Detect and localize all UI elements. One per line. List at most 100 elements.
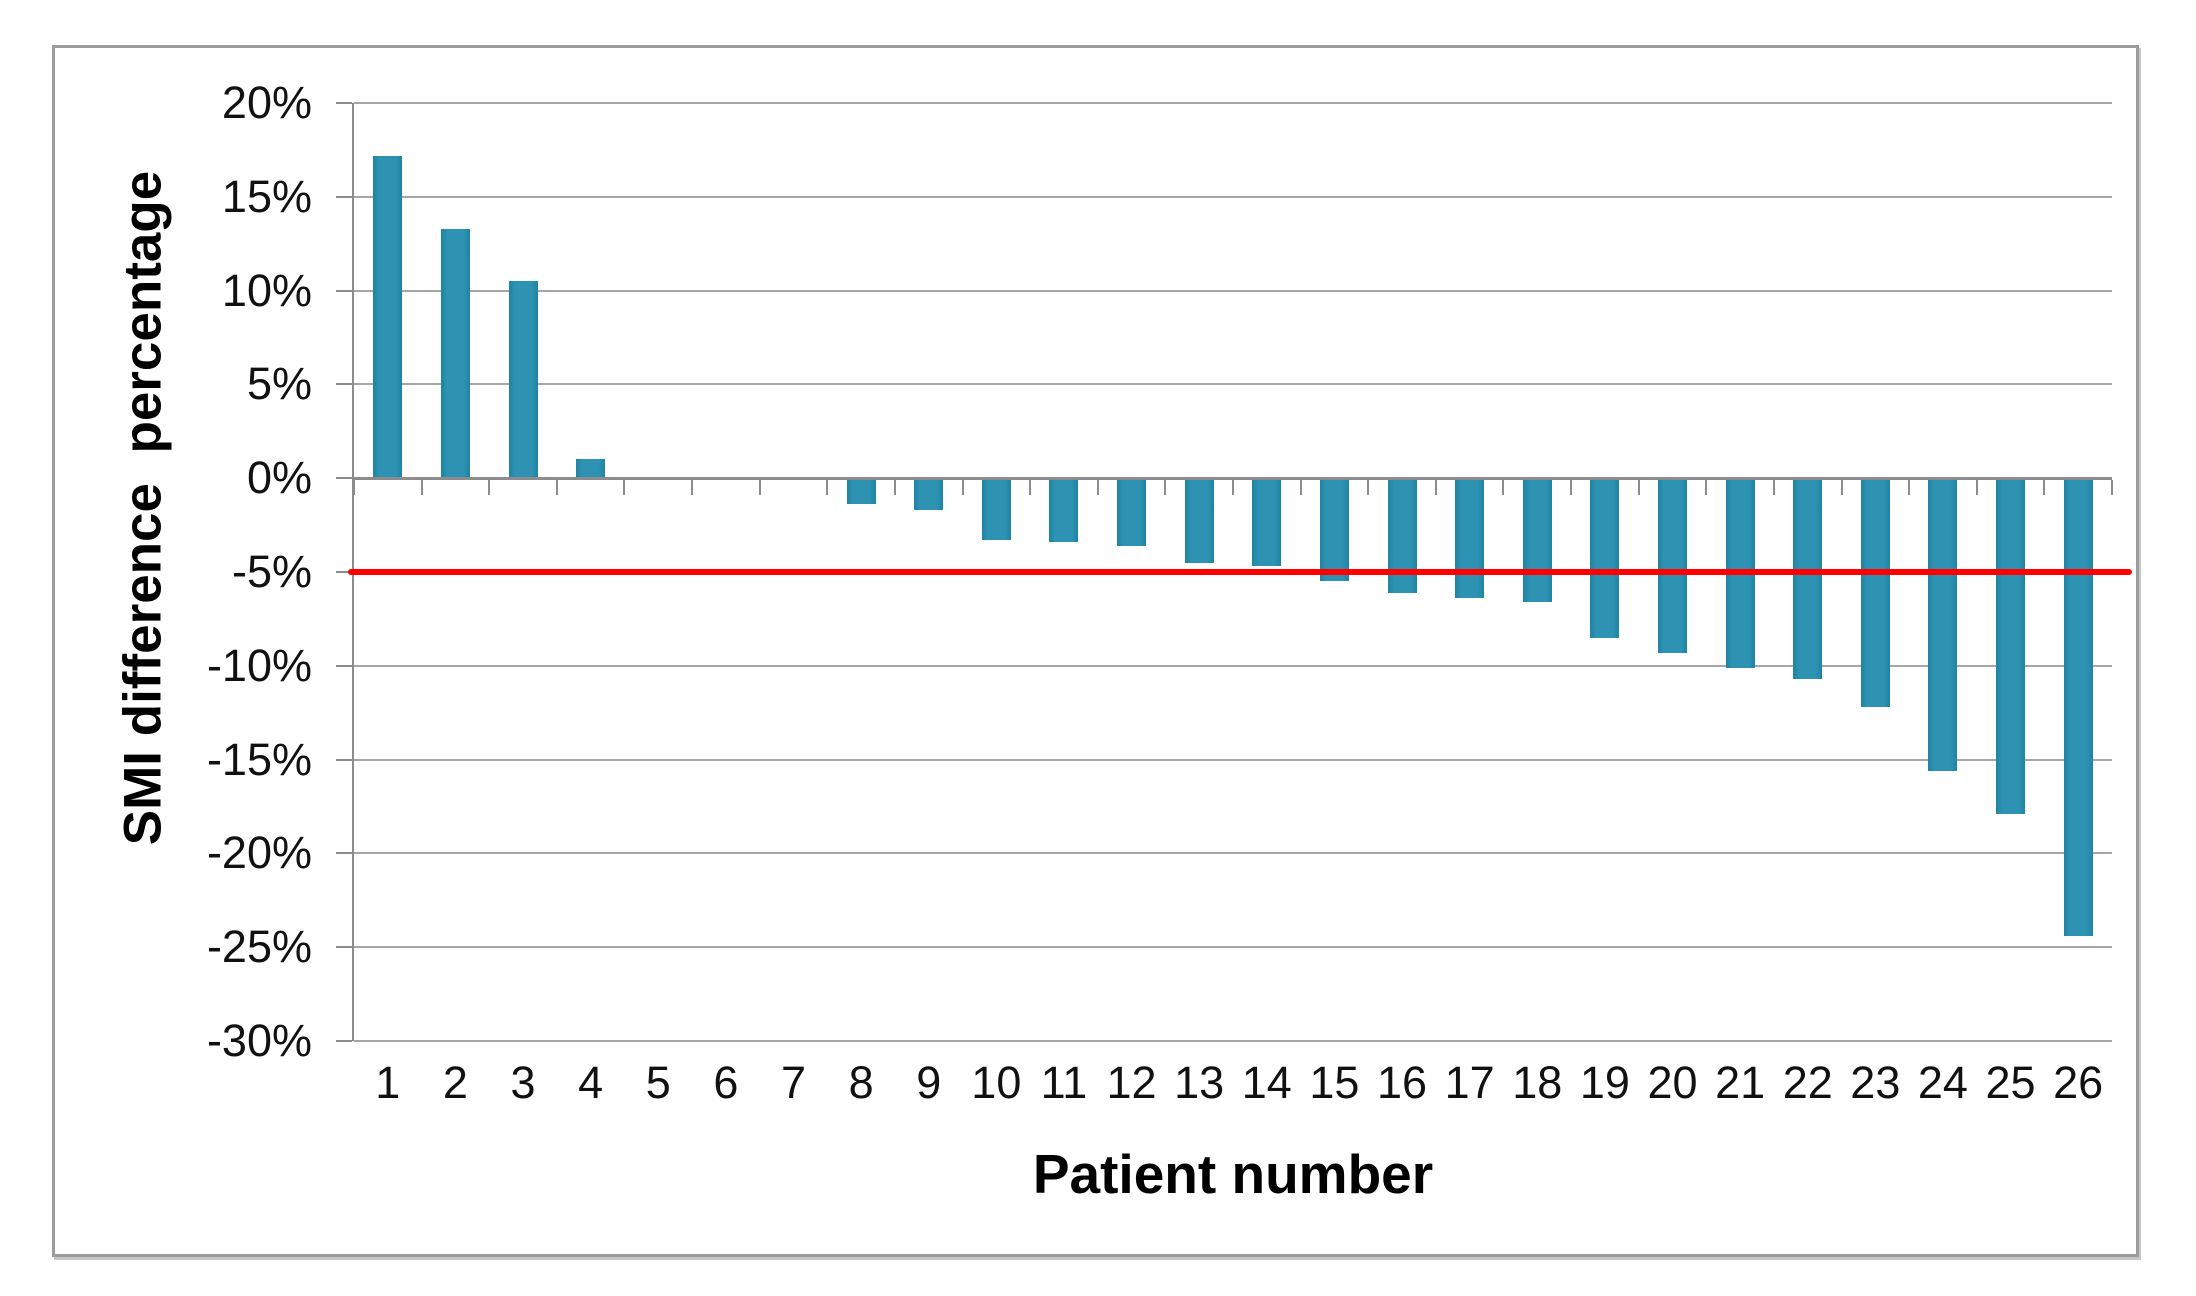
x-tick-label-13: 13 — [1174, 1057, 1225, 1108]
x-tick-label-8: 8 — [848, 1057, 874, 1108]
y-tick-label--15%: -15% — [206, 733, 312, 785]
x-tick-label-1: 1 — [375, 1057, 401, 1108]
x-tick-label-15: 15 — [1309, 1057, 1360, 1108]
bar-patient-8 — [846, 480, 876, 505]
x-tick-label-21: 21 — [1715, 1057, 1766, 1108]
x-tick-label-24: 24 — [1917, 1057, 1968, 1108]
bar-patient-26 — [2063, 480, 2093, 936]
x-tick-label-11: 11 — [1040, 1057, 1088, 1108]
y-tick-label--5%: -5% — [231, 546, 312, 597]
x-axis-tick — [623, 480, 626, 496]
y-axis-tick — [336, 758, 352, 761]
x-tick-label-4: 4 — [578, 1057, 604, 1108]
x-axis-tick — [961, 480, 964, 496]
gridline--20pct — [354, 852, 2112, 855]
bar-patient-16 — [1387, 480, 1417, 593]
y-axis-tick — [336, 946, 352, 949]
x-axis-tick — [691, 480, 694, 496]
bar-patient-23 — [1860, 480, 1890, 708]
x-tick-label-5: 5 — [645, 1057, 671, 1108]
bar-patient-17 — [1455, 480, 1485, 599]
y-axis-tick — [336, 477, 352, 480]
x-tick-label-14: 14 — [1241, 1057, 1292, 1108]
y-tick-label--20%: -20% — [206, 827, 312, 879]
x-tick-label-19: 19 — [1579, 1057, 1630, 1108]
gridline--25pct — [354, 946, 2112, 949]
x-axis-tick — [420, 480, 423, 496]
x-axis-tick — [1367, 480, 1370, 496]
x-tick-label-20: 20 — [1647, 1057, 1698, 1108]
x-axis-tick — [1772, 480, 1775, 496]
x-tick-label-7: 7 — [780, 1057, 806, 1108]
y-tick-label-0%: 0% — [246, 452, 312, 504]
bar-patient-19 — [1590, 480, 1620, 638]
bar-patient-1 — [373, 155, 403, 478]
bar-patient-3 — [508, 281, 538, 478]
x-axis-tick — [1975, 480, 1978, 496]
bar-patient-14 — [1252, 480, 1282, 567]
bar-patient-24 — [1928, 480, 1958, 771]
x-axis-tick — [893, 480, 896, 496]
x-tick-label-25: 25 — [1985, 1057, 2036, 1108]
x-axis-tick — [1164, 480, 1167, 496]
bar-patient-11 — [1049, 480, 1079, 542]
x-axis-tick — [1908, 480, 1911, 496]
x-tick-label-23: 23 — [1850, 1057, 1901, 1108]
bar-patient-9 — [914, 480, 944, 511]
y-axis-tick — [336, 571, 352, 573]
x-axis-tick — [758, 480, 761, 496]
x-axis-tick — [1434, 480, 1437, 496]
x-axis-tick — [353, 480, 355, 496]
gridline-5pct — [354, 383, 2112, 386]
x-axis-title: Patient number — [1032, 1143, 1434, 1205]
gridline--10pct — [354, 664, 2112, 667]
x-axis-tick — [1502, 480, 1505, 496]
x-tick-label-16: 16 — [1376, 1057, 1428, 1108]
bar-patient-25 — [1996, 480, 2026, 814]
y-tick-label-10%: 10% — [221, 264, 312, 316]
x-tick-label-17: 17 — [1444, 1057, 1495, 1108]
x-axis-tick — [2043, 480, 2046, 496]
gridline--15pct — [354, 758, 2112, 761]
x-tick-label-18: 18 — [1512, 1057, 1563, 1108]
reference-line-minus5pct — [348, 569, 2132, 575]
gridline-10pct — [354, 289, 2112, 292]
bar-patient-18 — [1522, 480, 1552, 602]
y-tick-label--30%: -30% — [206, 1015, 312, 1066]
bar-patient-13 — [1184, 480, 1214, 563]
bar-patient-20 — [1658, 480, 1687, 653]
y-tick-label-20%: 20% — [221, 77, 312, 128]
bar-patient-15 — [1319, 480, 1349, 582]
gridline-20pct — [354, 102, 2112, 104]
x-axis-tick — [1096, 480, 1099, 496]
bar-patient-4 — [576, 459, 606, 478]
plot-area — [336, 102, 2132, 1042]
x-axis-tick — [488, 480, 491, 496]
bar-patient-12 — [1117, 480, 1147, 546]
x-axis-tick — [555, 480, 558, 496]
bar-patient-10 — [981, 480, 1011, 541]
x-tick-label-10: 10 — [971, 1057, 1022, 1108]
y-axis-tick — [336, 383, 352, 386]
gridline--30pct — [354, 1040, 2112, 1042]
bar-patient-2 — [440, 228, 470, 478]
bar-patient-22 — [1793, 480, 1823, 679]
x-axis-tick — [1029, 480, 1032, 496]
y-tick-label--25%: -25% — [206, 921, 312, 973]
x-axis-tick — [1840, 480, 1843, 496]
x-tick-label-3: 3 — [510, 1057, 536, 1108]
x-tick-label-2: 2 — [442, 1057, 468, 1108]
y-axis-tick — [336, 852, 352, 855]
gridline-15pct — [354, 195, 2112, 198]
x-axis-line — [354, 477, 2112, 481]
x-axis-tick — [1232, 480, 1234, 496]
y-axis-tick — [336, 102, 352, 104]
x-tick-label-22: 22 — [1782, 1057, 1833, 1108]
x-tick-label-6: 6 — [713, 1057, 739, 1108]
x-axis-tick — [1299, 480, 1302, 496]
y-tick-label-5%: 5% — [246, 358, 312, 410]
y-axis-tick — [336, 195, 352, 198]
y-tick-label--10%: -10% — [206, 639, 312, 691]
y-axis-tick — [336, 664, 352, 667]
x-axis-tick — [1570, 480, 1573, 496]
